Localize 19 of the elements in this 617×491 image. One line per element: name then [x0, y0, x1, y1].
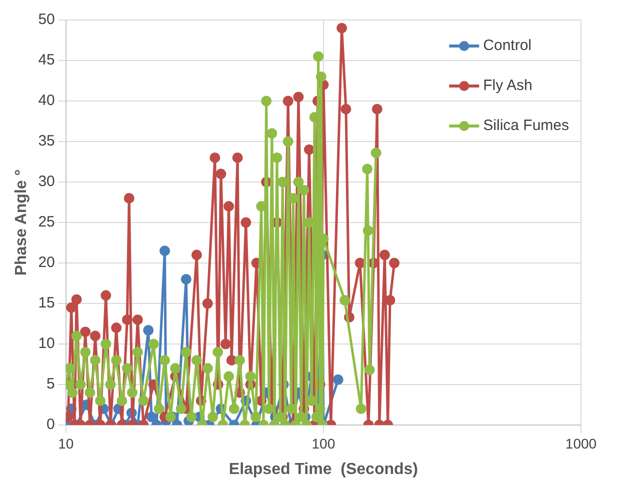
y-tick-label: 5 — [46, 376, 55, 393]
y-axis-title: Phase Angle ° — [13, 169, 30, 276]
y-tick-label: 0 — [46, 416, 55, 434]
x-tick-label: 100 — [312, 435, 336, 452]
x-tick-label: 1000 — [565, 435, 597, 452]
y-tick-label: 45 — [38, 52, 55, 69]
y-tick-label: 25 — [38, 214, 55, 231]
legend-label: Fly Ash — [483, 77, 532, 94]
y-tick-label: 35 — [38, 132, 55, 150]
legend-label: Control — [483, 37, 532, 54]
y-tick-label: 50 — [38, 11, 55, 28]
legend-label: Silica Fumes — [483, 117, 570, 134]
y-tick-label: 10 — [38, 335, 55, 352]
x-axis-title: Elapsed Time (Seconds) — [228, 460, 418, 478]
y-tick-label: 30 — [38, 173, 55, 190]
y-tick-label: 15 — [38, 294, 55, 312]
y-tick-label: 20 — [38, 254, 55, 272]
y-tick-label: 40 — [38, 92, 55, 110]
x-tick-label: 10 — [58, 435, 74, 452]
